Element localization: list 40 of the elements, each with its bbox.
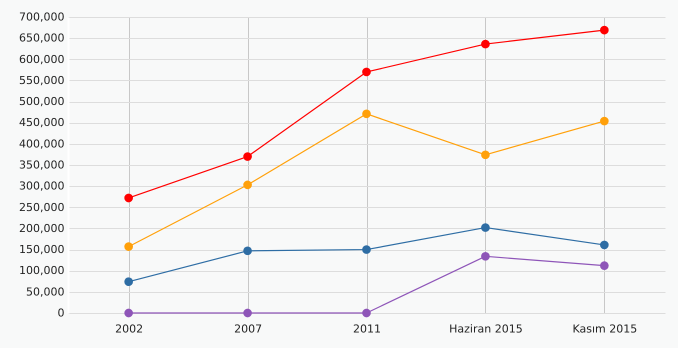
point [481,150,490,160]
x-tick-label: Haziran 2015 [449,322,523,336]
y-tick-label: 250,000 [19,200,64,214]
point [362,245,371,254]
x-tick-label: 2011 [353,322,381,336]
y-tick-label: 350,000 [19,158,64,172]
point [600,261,609,270]
y-tick-label: 650,000 [19,32,64,45]
point [124,308,133,318]
y-tick-label: 550,000 [19,74,64,87]
point [600,116,609,126]
point [481,40,490,48]
y-tick-label: 400,000 [19,137,64,150]
point [481,252,490,261]
point [124,242,133,251]
point [124,194,133,202]
y-tick-label: 600,000 [19,52,64,66]
point [243,246,252,256]
y-tick-label: 700,000 [19,10,64,24]
point [362,68,371,76]
y-tick-label: 150,000 [19,243,64,256]
point [362,308,371,318]
point [600,240,609,250]
point [600,26,609,34]
point [243,308,252,318]
point [243,180,252,190]
y-tick-label: 450,000 [19,116,64,130]
y-tick-label: 300,000 [19,180,64,193]
x-tick-label: Kasım 2015 [572,322,638,336]
y-tick-label: 200,000 [19,222,64,235]
y-tick-label: 100,000 [19,264,64,278]
y-tick-label: 500,000 [19,95,64,108]
point [481,223,490,232]
x-tick-label: 2007 [234,322,262,336]
y-tick-label: 50,000 [26,285,64,298]
x-tick-label: 2002 [115,322,144,336]
y-tick-label: 0 [58,306,64,320]
point [362,110,371,118]
point [124,277,133,286]
point [243,152,252,161]
